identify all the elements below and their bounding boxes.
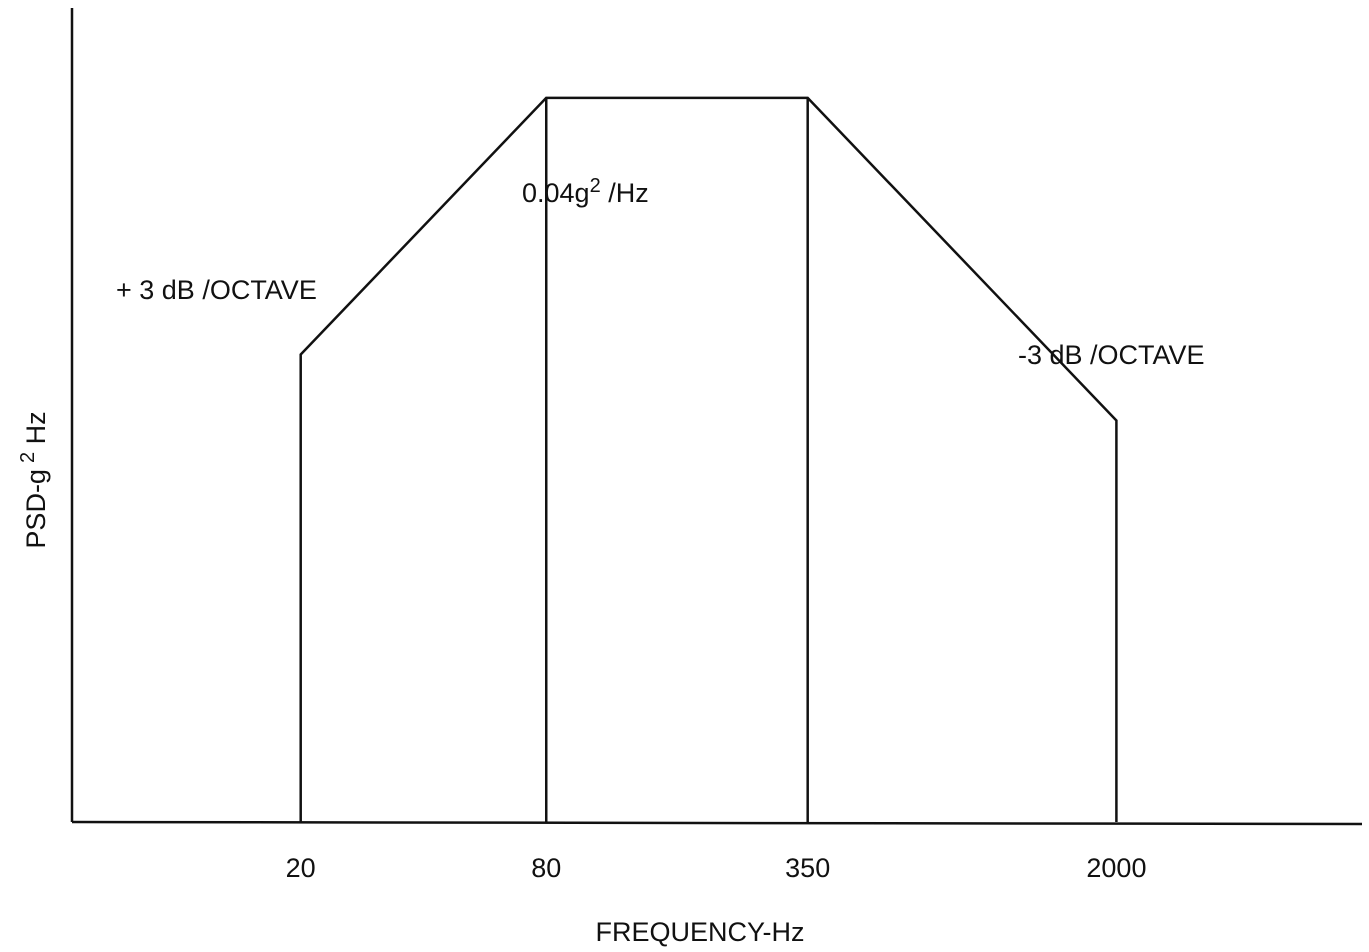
x-axis-title: FREQUENCY-Hz: [595, 917, 804, 947]
x-tick-label-20: 20: [286, 853, 316, 883]
x-axis-line: [71, 820, 1363, 826]
plateau-level-superscript: 2: [590, 175, 601, 197]
y-axis-title-superscript: 2: [17, 452, 39, 463]
plateau-level-label: 0.04g2 /Hz: [522, 175, 649, 208]
x-tick-label-350: 350: [785, 853, 830, 883]
y-axis-title: PSD-g 2 Hz: [17, 411, 51, 548]
y-axis-title-tail: Hz: [21, 411, 51, 452]
fall-slope-label: -3 dB /OCTAVE: [1018, 340, 1205, 370]
rise-slope-label: + 3 dB /OCTAVE: [116, 275, 317, 305]
plateau-level-tail: /Hz: [601, 178, 649, 208]
psd-profile-line: [299, 96, 1118, 822]
frequency-markers: [544, 97, 809, 822]
plateau-level-main: 0.04g: [522, 178, 590, 208]
x-tick-label-80: 80: [531, 853, 561, 883]
x-tick-label-2000: 2000: [1086, 853, 1146, 883]
y-axis-title-main: PSD-g: [21, 469, 51, 549]
x-tick-labels: 20 80 350 2000: [286, 853, 1147, 883]
